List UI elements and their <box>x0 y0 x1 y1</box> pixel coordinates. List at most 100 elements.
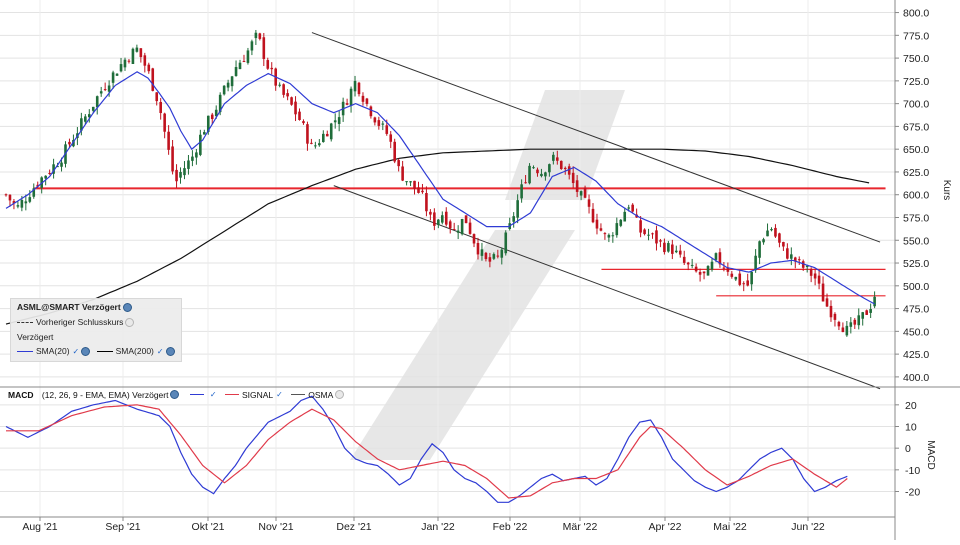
candle-up <box>95 96 99 108</box>
candle-down <box>282 84 285 95</box>
candle-down <box>476 243 480 255</box>
candle-down <box>575 180 579 192</box>
globe-icon[interactable] <box>170 390 180 400</box>
candle-down <box>595 219 599 229</box>
candle-down <box>36 184 40 187</box>
candle-down <box>452 228 456 230</box>
candle-down <box>421 190 424 193</box>
candle-up <box>405 181 408 183</box>
y-tick-label: 750.0 <box>903 53 929 65</box>
globe-icon[interactable] <box>122 303 132 313</box>
candle-up <box>203 132 206 135</box>
candle-down <box>797 259 801 261</box>
globe-icon[interactable] <box>81 347 91 357</box>
candle-up <box>849 322 853 327</box>
candle-up <box>437 219 440 225</box>
candle-up <box>440 215 444 223</box>
y-tick-label: 500.0 <box>903 281 929 293</box>
candle-down <box>817 275 821 284</box>
candle-down <box>655 230 658 244</box>
candle-up <box>754 255 757 271</box>
y-tick-label: 675.0 <box>903 121 929 133</box>
candle-up <box>500 249 504 258</box>
candle-down <box>103 89 107 91</box>
candle-down <box>433 212 436 226</box>
candle-up <box>246 50 250 63</box>
check-icon[interactable]: ✓ <box>156 347 164 356</box>
candle-down <box>639 220 642 233</box>
candle-down <box>139 48 143 58</box>
candle-down <box>809 269 813 276</box>
candle-up <box>230 76 234 87</box>
candle-down <box>369 106 373 117</box>
candle-up <box>44 175 47 179</box>
candle-up <box>84 116 87 122</box>
candle-up <box>480 249 484 256</box>
candle-down <box>163 113 166 132</box>
x-tick-label: Jun '22 <box>791 521 825 533</box>
candle-down <box>524 182 527 184</box>
candle-down <box>829 305 833 318</box>
macd-params: (12, 26, 9 - EMA, EMA) Verzögert <box>41 389 169 400</box>
candle-down <box>270 67 274 70</box>
candle-down <box>401 166 404 181</box>
candle-down <box>159 101 162 114</box>
candle-up <box>552 154 555 161</box>
check-icon[interactable]: ✓ <box>276 390 283 400</box>
sma20-layer <box>5 71 875 305</box>
candle-up <box>607 234 611 238</box>
check-icon[interactable]: ✓ <box>209 390 217 400</box>
candle-up <box>528 165 531 184</box>
candle-down <box>563 167 567 170</box>
candle-up <box>857 315 861 326</box>
candle-up <box>254 32 258 39</box>
candle-up <box>87 114 91 118</box>
x-tick-label: Nov '21 <box>258 521 293 533</box>
candle-up <box>28 197 32 202</box>
toggle-icon[interactable] <box>335 390 345 400</box>
candle-down <box>821 283 825 302</box>
watermark-shape <box>505 90 625 200</box>
candle-down <box>567 166 571 175</box>
candle-down <box>496 255 500 257</box>
candle-down <box>702 271 706 274</box>
candle-down <box>484 252 488 260</box>
candle-up <box>218 94 222 113</box>
candle-down <box>559 160 563 169</box>
candle-up <box>758 241 761 258</box>
candle-down <box>127 60 131 62</box>
candle-up <box>206 115 210 132</box>
candle-up <box>353 80 357 92</box>
candle-down <box>694 266 698 272</box>
candle-up <box>460 218 464 235</box>
check-icon[interactable]: ✓ <box>72 347 80 356</box>
candle-down <box>793 257 797 262</box>
x-tick-label: Okt '21 <box>192 521 225 533</box>
candle-up <box>222 85 226 95</box>
toggle-icon[interactable] <box>125 318 135 328</box>
globe-icon[interactable] <box>165 347 175 357</box>
candle-down <box>444 211 448 225</box>
candle-up <box>619 219 623 226</box>
candle-up <box>60 162 63 167</box>
candle-up <box>226 82 230 88</box>
candle-up <box>115 73 119 76</box>
signal-swatch <box>224 394 239 396</box>
candle-down <box>488 257 492 262</box>
candle-up <box>611 235 615 237</box>
y-tick-label: 575.0 <box>903 212 929 224</box>
y-tick-label: 525.0 <box>903 258 929 270</box>
y-tick-label: 775.0 <box>903 30 929 42</box>
candle-down <box>663 242 666 253</box>
candle-down <box>310 142 313 144</box>
candle-up <box>766 230 769 237</box>
y-tick-label: 650.0 <box>903 144 929 156</box>
candle-up <box>540 173 543 177</box>
candle-up <box>135 47 139 52</box>
candle-up <box>56 166 59 168</box>
candle-up <box>762 239 765 243</box>
legend-row-delayed: Verzögert <box>17 332 54 342</box>
candlestick-series <box>4 29 876 337</box>
